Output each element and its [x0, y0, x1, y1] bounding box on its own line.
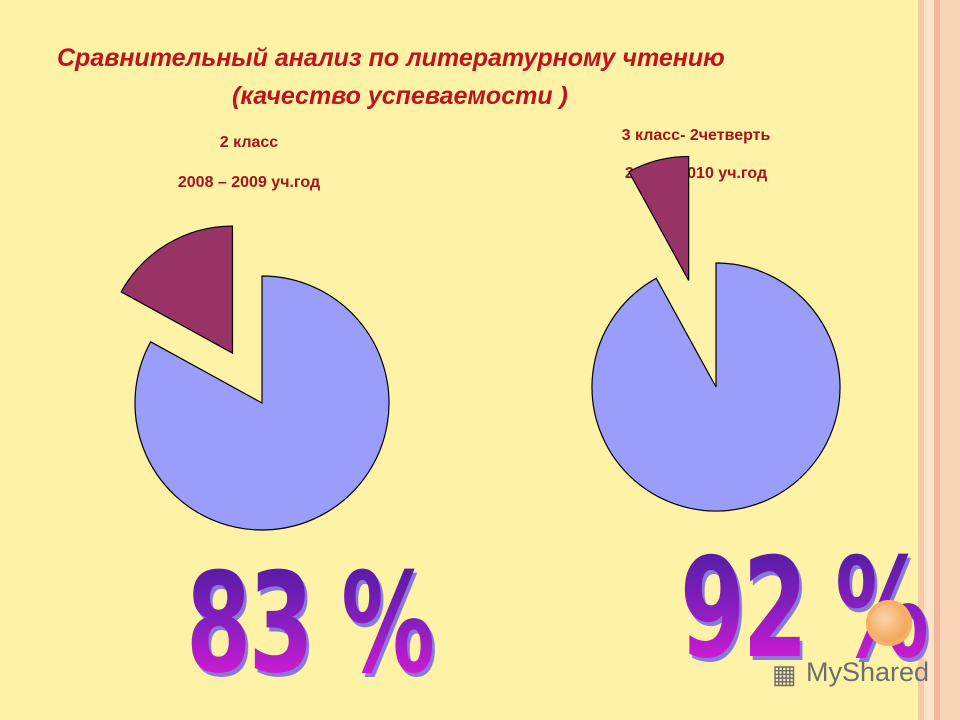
pie1-caption-class: 2 класс	[219, 134, 279, 151]
pie1-slice-main	[134, 275, 390, 531]
presentation-board-icon: ▦	[772, 659, 797, 689]
pie1-slice-rest	[120, 225, 234, 355]
pie2-caption-class: 3 класс- 2четверть	[621, 127, 771, 144]
pie2-slice-main	[591, 262, 841, 512]
title-line-2: (качество успеваемости )	[232, 82, 568, 110]
pie2-slice-rest	[628, 155, 690, 281]
pie1-percent-label: 83 %	[186, 543, 435, 704]
border-stripe	[934, 0, 940, 720]
orange-circle-logo	[866, 600, 912, 646]
border-stripe	[924, 0, 934, 720]
title-line-1: Сравнительный анализ по литературному чт…	[57, 44, 725, 72]
border-stripe	[918, 0, 924, 720]
border-stripe	[940, 0, 960, 720]
watermark-brand: MyShared	[806, 657, 930, 687]
pie1-caption-year: 2008 – 2009 уч.год	[177, 174, 321, 191]
